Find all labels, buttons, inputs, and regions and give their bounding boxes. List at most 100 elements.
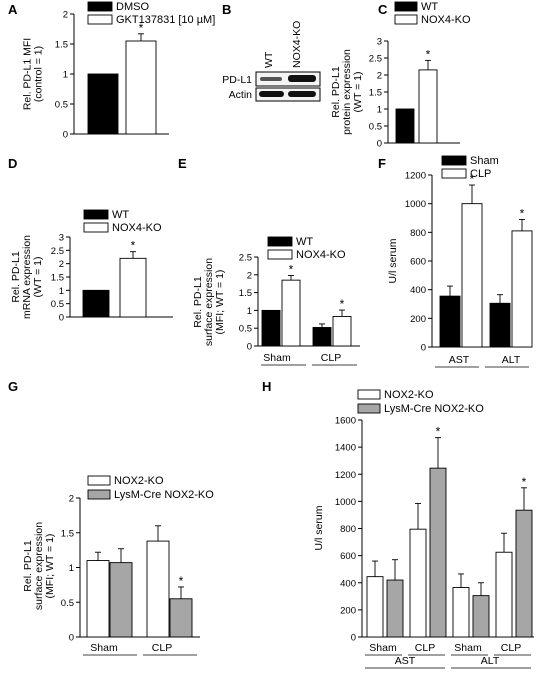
significance-star-F: * <box>470 172 475 186</box>
legend-label-G: NOX2-KO <box>114 475 164 487</box>
significance-star-A: * <box>139 21 144 35</box>
legend-label-E: WT <box>296 236 313 248</box>
x-category-label-H: Sham <box>454 642 482 654</box>
bar-H <box>452 587 470 638</box>
y-tick-label-H: 0 <box>351 633 356 644</box>
panel-label-F: F <box>378 156 386 171</box>
y-tick-label-G: 1 <box>69 563 74 574</box>
y-axis-label-D: (WT = 1) <box>32 257 44 298</box>
legend-swatch-C <box>394 14 418 25</box>
y-tick-label-F: 400 <box>410 285 426 296</box>
y-tick-label-E: 2.5 <box>239 253 252 264</box>
y-tick-label-G: 0 <box>69 633 74 644</box>
y-tick-label-E: 1.5 <box>239 288 252 299</box>
x-category-label-F: AST <box>449 354 470 366</box>
legend-label-D: WT <box>112 209 129 221</box>
bar-H <box>409 528 427 638</box>
y-axis-label-D: Rel. PD-L1 <box>10 251 22 303</box>
y-tick-label-C: 2.5 <box>369 54 382 65</box>
y-axis-label-G: Rel. PD-L1 <box>22 540 34 592</box>
legend-swatch-F <box>441 155 467 166</box>
bar-F <box>461 203 483 348</box>
y-axis-label-D: mRNA expression <box>21 235 33 319</box>
bar-H <box>429 467 447 638</box>
y-tick-label-F: 200 <box>410 314 426 325</box>
y-axis-label-A: Rel. PD-L1 MFI <box>22 38 34 110</box>
y-tick-label-E: 0.5 <box>239 324 252 335</box>
legend-swatch-H <box>357 389 381 400</box>
x-category-label-H: CLP <box>415 642 435 654</box>
blot-column-label: WT <box>263 51 275 68</box>
x-group-label-H: AST <box>395 655 416 667</box>
y-tick-label-H: 600 <box>340 551 356 562</box>
y-tick-label-F: 800 <box>410 228 426 239</box>
y-axis-label-E: surface expression <box>203 258 215 346</box>
y-tick-label-C: 1.5 <box>369 88 382 99</box>
y-tick-label-H: 800 <box>340 524 356 535</box>
bar-E <box>261 309 281 347</box>
bar-E <box>312 327 332 347</box>
y-tick-label-G: 0.5 <box>61 598 74 609</box>
legend-swatch-A <box>87 1 113 12</box>
y-tick-label-C: 2 <box>377 71 382 82</box>
bar-A <box>87 73 119 135</box>
y-tick-label-A: 0 <box>63 130 68 141</box>
bar-C <box>418 69 438 144</box>
y-tick-label-D: 2 <box>59 259 64 270</box>
y-tick-label-G: 1.5 <box>61 528 74 539</box>
legend-label-F: CLP <box>470 168 491 180</box>
x-group-label-H: ALT <box>481 655 500 667</box>
bar-H <box>472 595 490 638</box>
x-category-label-G: CLP <box>152 642 172 654</box>
y-tick-label-D: 3 <box>59 233 64 244</box>
y-tick-label-A: 1 <box>63 70 68 81</box>
legend-swatch-E <box>267 249 293 260</box>
blot-row-label: Actin <box>229 89 253 101</box>
bar-H <box>495 551 513 638</box>
legend-label-H: LysM-Cre NOX2-KO <box>384 403 484 415</box>
blot-column-label: NOX4-KO <box>291 21 303 68</box>
x-category-label-H: CLP <box>501 642 521 654</box>
y-tick-label-D: 0 <box>59 313 64 324</box>
legend-swatch-A <box>87 14 113 25</box>
y-tick-label-H: 1200 <box>335 470 356 481</box>
y-axis-label-E: (MFI; WT = 1) <box>214 270 226 335</box>
bar-G <box>86 560 110 638</box>
y-tick-label-C: 0.5 <box>369 122 382 133</box>
legend-swatch-H <box>357 403 381 414</box>
significance-star-H: * <box>522 475 527 489</box>
bar-H <box>386 579 404 638</box>
legend-label-E: NOX4-KO <box>296 249 346 261</box>
y-axis-label-H: U/l serum <box>313 505 325 550</box>
legend-swatch-F <box>441 168 467 179</box>
legend-swatch-D <box>83 209 109 220</box>
significance-star-E: * <box>289 263 294 277</box>
y-tick-label-D: 0.5 <box>51 299 64 310</box>
bar-E <box>332 316 352 347</box>
legend-label-D: NOX4-KO <box>112 222 162 234</box>
y-tick-label-A: 2 <box>63 10 68 21</box>
y-axis-label-G: surface expression <box>33 522 45 610</box>
y-tick-label-G: 2 <box>69 494 74 505</box>
legend-label-H: NOX2-KO <box>384 389 434 401</box>
significance-star-G: * <box>179 574 184 588</box>
y-axis-label-F: U/l serum <box>387 238 399 283</box>
bar-A <box>125 40 157 135</box>
y-tick-label-F: 0 <box>421 343 426 354</box>
significance-star-E: * <box>340 297 345 311</box>
significance-star-D: * <box>131 239 136 253</box>
y-axis-label-E: Rel. PD-L1 <box>192 276 204 328</box>
y-tick-label-H: 200 <box>340 605 356 616</box>
x-category-label-G: Sham <box>90 642 118 654</box>
legend-swatch-E <box>267 236 293 247</box>
legend-swatch-G <box>87 475 111 486</box>
y-tick-label-C: 0 <box>377 139 382 150</box>
blot-row-label: PD-L1 <box>222 74 252 86</box>
y-tick-label-H: 1400 <box>335 443 356 454</box>
bar-C <box>395 108 415 144</box>
legend-swatch-C <box>394 1 418 12</box>
y-axis-label-C: Rel. PD-L1 <box>330 66 342 118</box>
bar-H <box>515 509 533 638</box>
panel-label-H: H <box>262 379 271 394</box>
